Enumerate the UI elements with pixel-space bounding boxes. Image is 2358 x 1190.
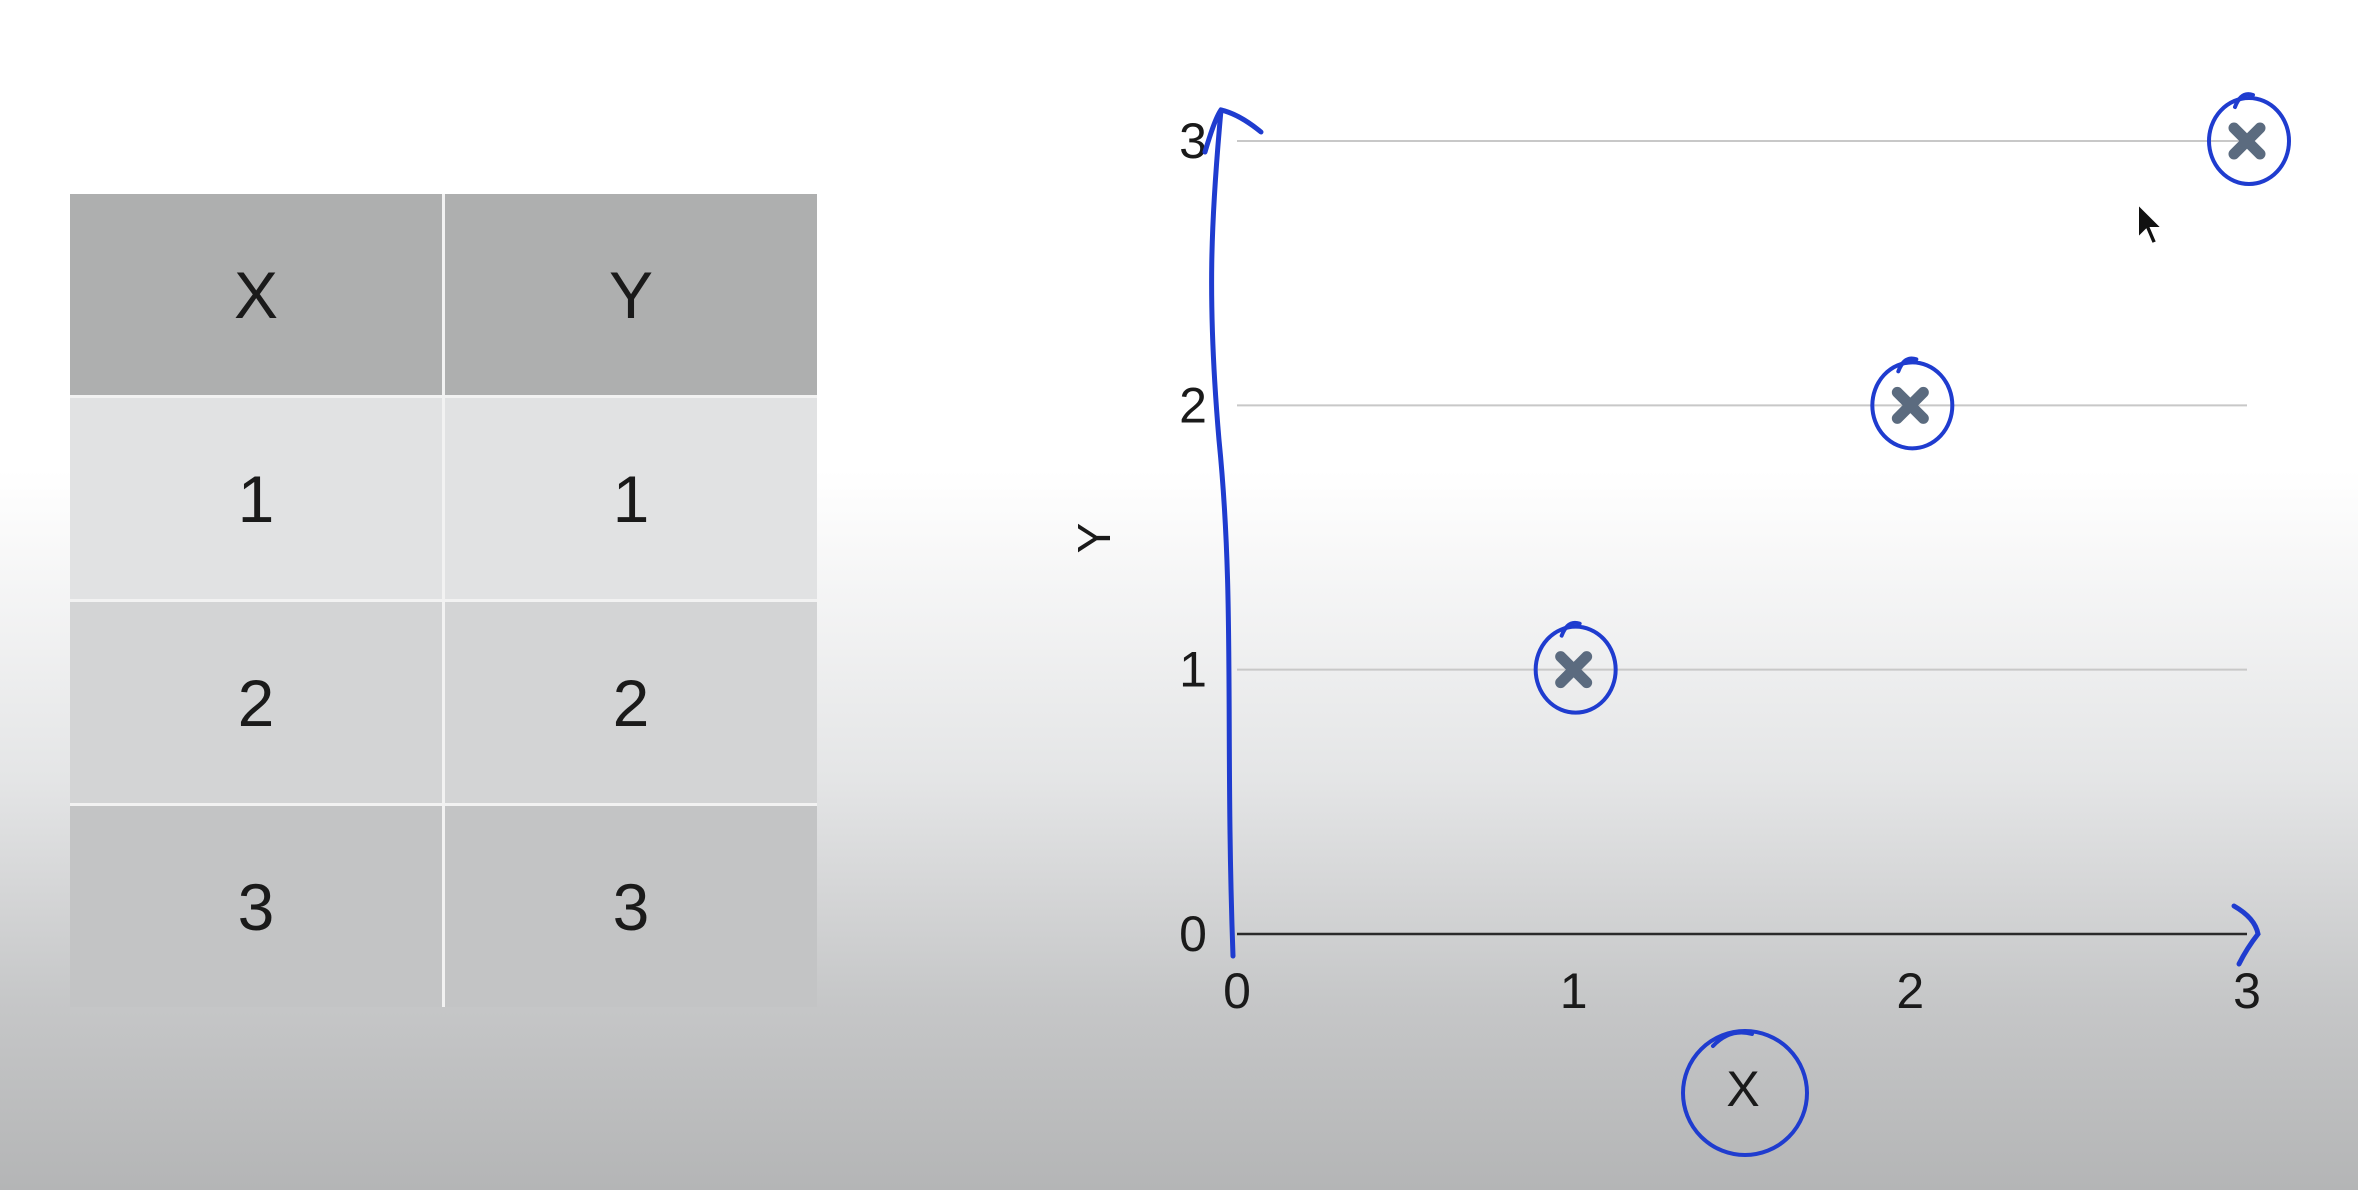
pen-x-arrowhead: [2231, 903, 2261, 967]
y-tick-label: 3: [1179, 113, 1207, 169]
header-y: Y: [442, 194, 817, 398]
table-row: 1 1: [70, 395, 817, 602]
pen-circle: [1533, 624, 1618, 715]
table-row: 2 2: [70, 599, 817, 806]
pen-stroke: [1896, 356, 1919, 374]
pen-y-axis-arrow: [1209, 107, 1236, 959]
y-axis-label: Y: [1068, 523, 1120, 554]
y-tick-label: 1: [1179, 642, 1207, 698]
pen-stroke: [1559, 620, 1582, 638]
x-axis-label: X: [1726, 1061, 1759, 1117]
table-header-row: X Y: [70, 194, 817, 398]
pen-y-arrowhead: [1202, 107, 1264, 155]
x-tick-label: 0: [1223, 963, 1251, 1019]
data-point: [1555, 651, 1593, 689]
x-marker-icon: [2228, 122, 2266, 160]
mouse-cursor-icon: [2137, 202, 2165, 246]
x-marker-icon: [1891, 386, 1929, 424]
grid-lines: [1237, 140, 2247, 671]
cell-x: 1: [70, 395, 445, 602]
axis-labels: Y X: [1068, 523, 1760, 1117]
y-tick-label: 0: [1179, 906, 1207, 962]
pen-stroke: [1711, 1030, 1754, 1048]
y-tick-label: 2: [1179, 377, 1207, 433]
data-point: [1891, 386, 1929, 424]
table-row: 3 3: [70, 803, 817, 1007]
cell-y: 1: [442, 395, 817, 602]
cell-y: 3: [442, 803, 817, 1007]
tick-labels: 0 1 2 3 0 1 2 3: [1179, 113, 2261, 1019]
cell-x: 2: [70, 599, 445, 806]
pen-annotations: [1202, 92, 2291, 1157]
cell-y: 2: [442, 599, 817, 806]
header-x: X: [70, 194, 445, 398]
data-table: X Y 1 1 2 2 3 3: [70, 194, 817, 1007]
data-point: [2228, 122, 2266, 160]
x-tick-label: 1: [1560, 963, 1588, 1019]
pen-circle: [2207, 96, 2291, 186]
x-marker-icon: [1555, 651, 1593, 689]
x-tick-label: 3: [2233, 963, 2261, 1019]
pen-stroke: [2233, 92, 2255, 109]
cell-x: 3: [70, 803, 445, 1007]
pen-circle: [1870, 360, 1955, 451]
x-tick-label: 2: [1896, 963, 1924, 1019]
data-points: [1555, 122, 2266, 689]
